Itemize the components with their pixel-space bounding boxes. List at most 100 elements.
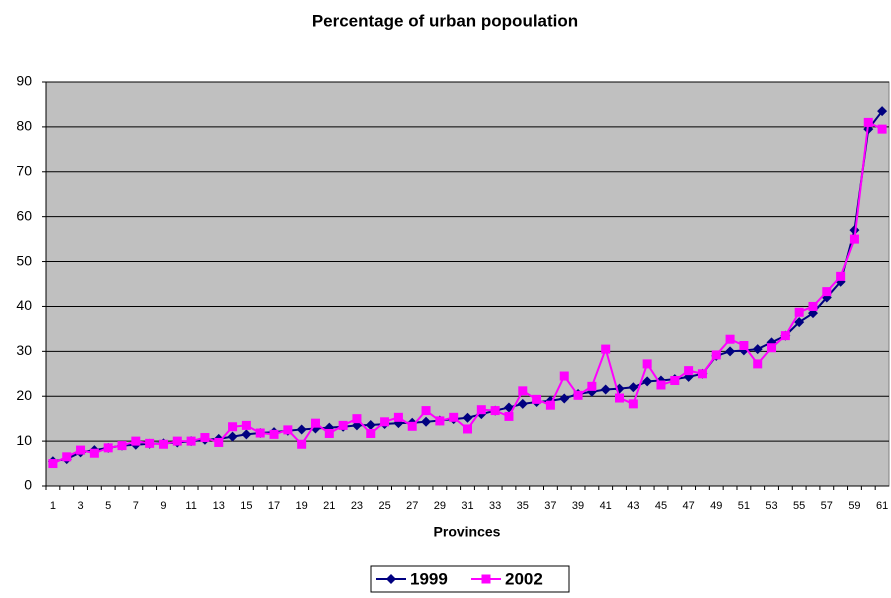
- data-point: [227, 431, 238, 442]
- legend-label: 2002: [505, 569, 543, 588]
- data-point: [615, 393, 625, 403]
- data-point: [103, 443, 113, 453]
- x-tick-label: 25: [378, 500, 390, 512]
- data-point: [62, 452, 72, 462]
- x-tick-label: 5: [105, 500, 111, 512]
- data-point: [449, 412, 459, 422]
- data-point: [421, 406, 431, 416]
- data-point: [172, 436, 182, 446]
- x-tick-label: 19: [296, 500, 308, 512]
- data-point: [642, 376, 653, 387]
- data-point: [200, 433, 210, 443]
- data-point: [365, 419, 376, 430]
- x-tick-label: 37: [544, 500, 556, 512]
- data-point: [767, 343, 777, 353]
- x-tick-label: 33: [489, 500, 501, 512]
- data-point: [600, 384, 611, 395]
- x-tick-label: 41: [600, 500, 612, 512]
- data-point: [76, 445, 86, 455]
- data-point: [642, 359, 652, 369]
- data-point: [753, 359, 763, 369]
- x-tick-label: 29: [434, 500, 446, 512]
- data-point: [711, 350, 721, 360]
- data-point: [421, 416, 432, 427]
- y-tick-label: 0: [24, 477, 32, 493]
- data-point: [601, 344, 611, 354]
- x-tick-label: 23: [351, 500, 363, 512]
- x-tick-label: 13: [213, 500, 225, 512]
- y-tick-label: 40: [16, 297, 32, 313]
- x-tick-label: 51: [738, 500, 750, 512]
- data-point: [324, 428, 334, 438]
- data-point: [628, 399, 638, 409]
- x-tick-label: 59: [848, 500, 860, 512]
- data-point: [739, 340, 749, 350]
- data-point: [463, 424, 472, 434]
- x-tick-label: 49: [710, 500, 722, 512]
- data-point: [476, 405, 486, 415]
- data-point: [794, 307, 804, 317]
- data-point: [228, 422, 238, 432]
- x-tick-label: 21: [323, 500, 335, 512]
- data-point: [366, 428, 376, 438]
- x-tick-label: 15: [240, 500, 252, 512]
- x-tick-label: 3: [77, 500, 83, 512]
- data-point: [794, 317, 805, 328]
- data-point: [725, 334, 735, 344]
- data-point: [573, 390, 583, 400]
- data-point: [255, 428, 265, 438]
- data-point: [684, 366, 694, 376]
- data-point: [697, 369, 707, 379]
- data-point: [877, 106, 888, 117]
- data-point: [656, 380, 666, 390]
- data-point: [822, 287, 832, 297]
- data-point: [352, 414, 362, 424]
- y-tick-label: 50: [16, 252, 32, 268]
- data-point: [269, 429, 279, 439]
- data-point: [559, 393, 570, 404]
- x-tick-label: 55: [793, 500, 805, 512]
- y-tick-label: 30: [16, 342, 32, 358]
- data-point: [241, 429, 252, 440]
- data-point: [158, 439, 168, 449]
- data-point: [186, 436, 196, 446]
- data-point: [310, 418, 320, 428]
- data-point: [407, 421, 417, 431]
- data-point: [877, 124, 887, 134]
- x-tick-label: 27: [406, 500, 418, 512]
- data-point: [131, 436, 141, 446]
- data-point: [393, 412, 403, 422]
- y-tick-label: 60: [16, 207, 32, 223]
- data-point: [380, 417, 390, 427]
- x-tick-label: 61: [876, 500, 888, 512]
- data-point: [283, 425, 293, 435]
- x-tick-label: 1: [50, 500, 56, 512]
- y-tick-label: 90: [16, 73, 32, 89]
- data-point: [628, 382, 639, 393]
- x-tick-label: 35: [517, 500, 529, 512]
- data-point: [849, 234, 859, 244]
- data-point: [532, 394, 542, 404]
- y-tick-label: 10: [16, 432, 32, 448]
- x-tick-label: 7: [133, 500, 139, 512]
- data-point: [518, 386, 528, 396]
- data-point: [241, 420, 251, 430]
- legend-marker: [481, 574, 491, 584]
- data-point: [504, 411, 514, 421]
- x-tick-label: 39: [572, 500, 584, 512]
- y-tick-label: 20: [16, 387, 32, 403]
- y-tick-label: 80: [16, 118, 32, 134]
- data-point: [780, 331, 790, 341]
- data-point: [435, 416, 445, 426]
- data-point: [517, 398, 528, 409]
- x-tick-label: 43: [627, 500, 639, 512]
- x-tick-label: 9: [160, 500, 166, 512]
- data-point: [752, 344, 763, 355]
- data-point: [503, 402, 514, 413]
- chart-title: Percentage of urban popoulation: [312, 11, 578, 30]
- data-point: [725, 346, 736, 357]
- data-point: [462, 412, 473, 423]
- x-tick-label: 31: [461, 500, 473, 512]
- data-point: [587, 381, 597, 391]
